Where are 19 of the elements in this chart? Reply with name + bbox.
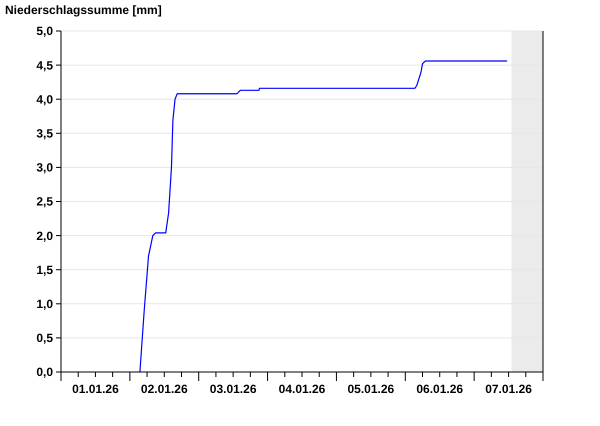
- y-axis-title: Niederschlagssumme [mm]: [5, 3, 162, 17]
- y-tick-label: 4,5: [36, 58, 54, 72]
- y-tick-label: 0,5: [36, 331, 54, 346]
- y-tick-label: 2,5: [36, 194, 54, 209]
- x-tick-label: 05.01.26: [348, 382, 395, 396]
- y-tick-label: 4,0: [36, 92, 54, 106]
- x-tick-label: 01.01.26: [72, 382, 120, 396]
- y-tick-label: 5,0: [36, 24, 54, 38]
- x-tick-label: 03.01.26: [210, 382, 257, 396]
- y-tick-label: 3,0: [36, 160, 54, 175]
- y-tick-label: 0,0: [36, 365, 54, 380]
- x-tick-label: 06.01.26: [416, 382, 464, 396]
- y-tick-label: 3,5: [36, 126, 54, 140]
- y-tick-label: 1,0: [36, 297, 54, 311]
- y-tick-label: 2,0: [36, 228, 54, 243]
- x-tick-label: 02.01.26: [140, 382, 188, 396]
- x-tick-label: 07.01.26: [485, 382, 532, 396]
- y-tick-label: 1,5: [36, 262, 54, 277]
- x-tick-label: 04.01.26: [278, 382, 326, 396]
